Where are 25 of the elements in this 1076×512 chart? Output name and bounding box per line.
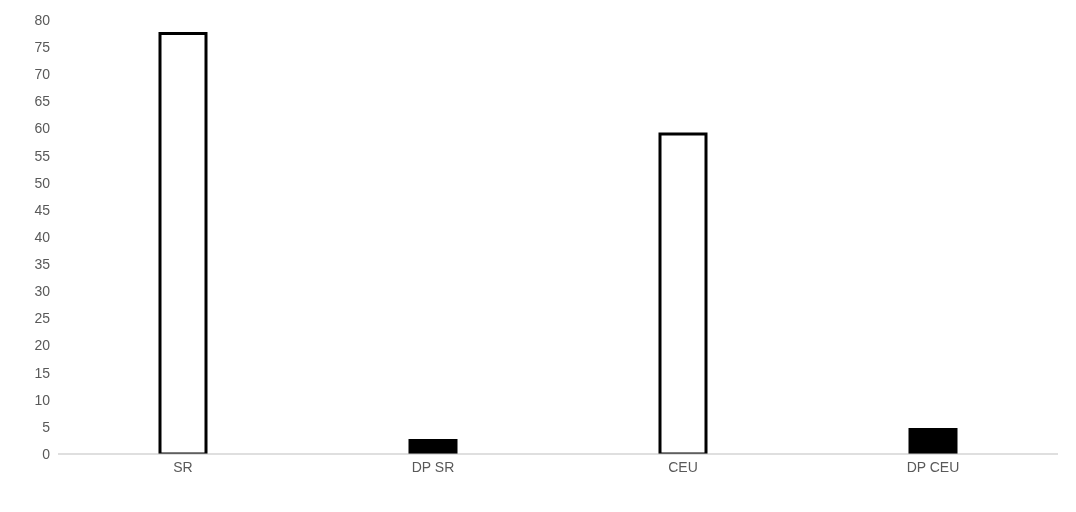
y-tick-label: 65 bbox=[34, 93, 51, 110]
bar bbox=[408, 438, 458, 454]
y-tick-label: 45 bbox=[34, 201, 51, 218]
y-tick-label: 30 bbox=[34, 283, 51, 300]
x-tick-label: SR bbox=[173, 458, 193, 475]
bar bbox=[158, 32, 208, 454]
x-tick-label: DP CEU bbox=[906, 458, 960, 475]
y-tick-label: 0 bbox=[42, 445, 51, 462]
y-tick-label: 15 bbox=[34, 364, 51, 381]
y-tick-label: 40 bbox=[34, 228, 51, 245]
x-tick-label: DP SR bbox=[411, 458, 455, 475]
y-tick-label: 75 bbox=[34, 39, 51, 56]
y-tick-label: 60 bbox=[34, 120, 51, 137]
y-tick-label: 80 bbox=[34, 11, 51, 28]
bar bbox=[908, 428, 958, 454]
y-tick-label: 20 bbox=[34, 337, 51, 354]
y-tick-label: 5 bbox=[42, 418, 51, 435]
y-tick-label: 35 bbox=[34, 256, 51, 273]
bar bbox=[658, 132, 708, 454]
y-tick-label: 10 bbox=[34, 391, 51, 408]
y-tick-label: 70 bbox=[34, 66, 51, 83]
y-tick-label: 55 bbox=[34, 147, 51, 164]
x-tick-label: CEU bbox=[668, 458, 698, 475]
y-tick-label: 50 bbox=[34, 174, 51, 191]
y-tick-label: 25 bbox=[34, 310, 51, 327]
